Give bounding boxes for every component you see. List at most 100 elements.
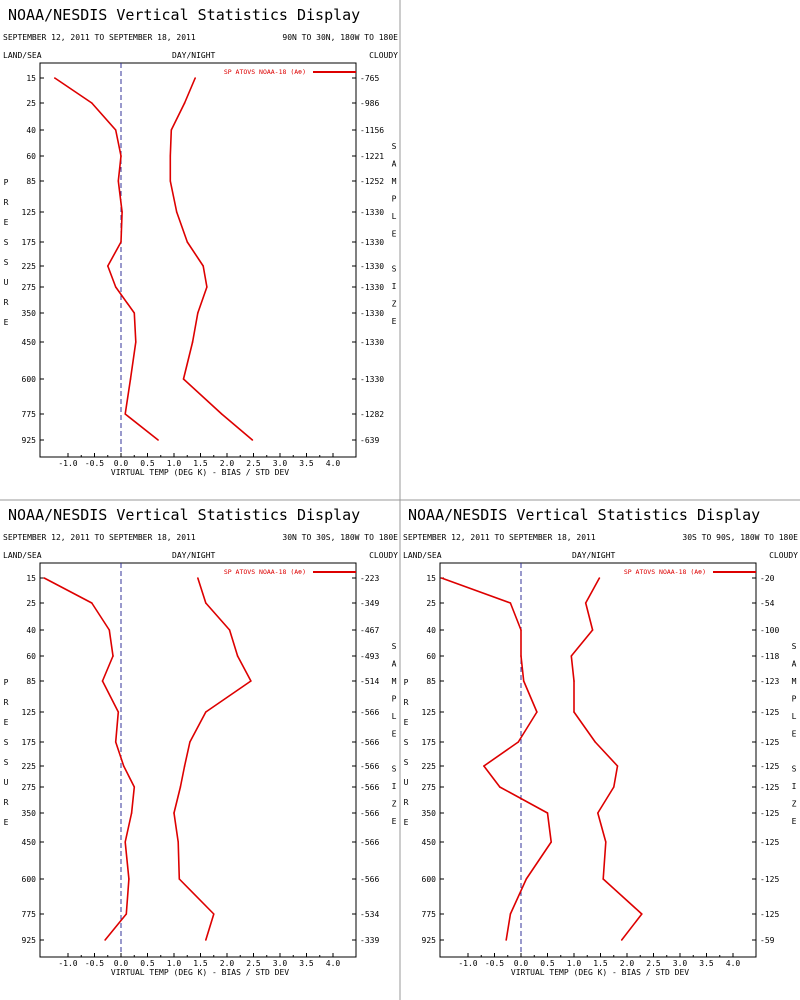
y2-title-letter: L	[392, 712, 397, 721]
legend-label: SP ATOVS NOAA-18 (A⊕)	[224, 568, 306, 576]
std-dev-point	[591, 629, 594, 631]
std-dev-point	[620, 939, 623, 941]
pressure-tick-label: 125	[22, 208, 37, 217]
bias-point	[117, 180, 120, 182]
std-dev-series-line	[169, 77, 253, 441]
day-night-label: DAY/NIGHT	[172, 551, 216, 560]
y2-title-letter: E	[392, 730, 397, 739]
x-tick-label: 3.0	[273, 459, 288, 468]
y2-title-letter: S	[392, 265, 397, 274]
sample-size-label: -566	[360, 838, 379, 847]
y2-title-letter: Z	[392, 800, 397, 809]
sample-size-label: -125	[760, 809, 779, 818]
sample-size-label: -125	[760, 738, 779, 747]
x-tick-label: -0.5	[85, 959, 104, 968]
x-tick-label: 1.0	[567, 959, 582, 968]
pressure-tick-label: 275	[22, 283, 37, 292]
sample-size-label: -123	[760, 677, 779, 686]
x-tick-label: 0.0	[114, 959, 129, 968]
std-dev-point	[169, 155, 172, 157]
y-title-letter: E	[4, 218, 9, 227]
bias-point	[91, 602, 93, 604]
region: 90N TO 30N, 180W TO 180E	[282, 33, 398, 42]
sample-size-label: -1330	[360, 309, 384, 318]
bias-point	[133, 786, 136, 788]
bias-point	[522, 680, 525, 682]
bias-point	[91, 102, 93, 104]
x-tick-label: -0.5	[485, 959, 504, 968]
bias-point	[135, 341, 137, 343]
y-title-letter: S	[404, 758, 409, 767]
y-title-letter: S	[4, 238, 9, 247]
bias-point	[112, 655, 114, 657]
std-dev-point	[191, 341, 194, 343]
pressure-tick-label: 600	[22, 375, 37, 384]
std-dev-point	[197, 312, 199, 314]
x-tick-label: 1.5	[193, 459, 208, 468]
cloudy-label: CLOUDY	[769, 551, 798, 560]
x-tick-label: 2.5	[246, 459, 261, 468]
y2-title-letter: E	[392, 817, 397, 826]
std-dev-point	[189, 741, 191, 743]
y2-title-letter: Z	[792, 800, 797, 809]
x-tick-label: 2.0	[220, 959, 235, 968]
pressure-tick-label: 225	[22, 262, 37, 271]
std-dev-point	[212, 913, 215, 915]
panel-title: NOAA/NESDIS Vertical Statistics Display	[8, 6, 360, 24]
std-dev-point	[194, 77, 196, 79]
bias-series-line	[54, 77, 159, 441]
chart-panel-3: NOAA/NESDIS Vertical Statistics Display S…	[403, 506, 798, 977]
sample-size-label: -534	[360, 910, 379, 919]
pressure-tick-label: 925	[22, 436, 37, 445]
x-tick-label: -1.0	[58, 459, 77, 468]
std-dev-point	[183, 765, 186, 767]
y-title-letter: R	[4, 198, 9, 207]
y2-title-letter: S	[392, 142, 397, 151]
bias-point	[509, 602, 512, 604]
sample-size-label: -765	[360, 74, 379, 83]
y-title-letter: P	[4, 678, 9, 687]
std-dev-point	[197, 577, 199, 579]
bias-point	[550, 841, 553, 843]
land-sea-label: LAND/SEA	[3, 51, 42, 60]
y-title-letter: U	[4, 778, 9, 787]
std-dev-point	[179, 786, 182, 788]
pressure-tick-label: 600	[422, 875, 437, 884]
x-tick-label: 4.0	[326, 959, 341, 968]
pressure-tick-label: 85	[26, 677, 36, 686]
sample-size-label: -118	[760, 652, 779, 661]
std-dev-point	[641, 913, 643, 915]
y2-title-letter: S	[392, 642, 397, 651]
chart-panel-1: NOAA/NESDIS Vertical Statistics Display S…	[3, 6, 398, 477]
sample-size-label: -566	[360, 762, 379, 771]
land-sea-label: LAND/SEA	[403, 551, 442, 560]
pressure-tick-label: 60	[426, 652, 436, 661]
plot-frame	[39, 562, 357, 958]
land-sea-label: LAND/SEA	[3, 551, 42, 560]
y-title-letter: R	[404, 798, 409, 807]
std-dev-point	[251, 439, 254, 441]
y-title-letter: E	[404, 718, 409, 727]
y2-title-letter: A	[792, 660, 797, 669]
sample-size-label: -566	[360, 783, 379, 792]
std-dev-point	[228, 629, 231, 631]
std-dev-point	[584, 602, 587, 604]
region: 30N TO 30S, 180W TO 180E	[282, 533, 398, 542]
y2-title-letter: S	[392, 765, 397, 774]
std-dev-point	[598, 577, 601, 579]
std-dev-point	[183, 102, 186, 104]
pressure-tick-label: 775	[22, 910, 37, 919]
std-dev-point	[170, 129, 173, 131]
sample-size-label: -639	[360, 436, 379, 445]
bias-point	[520, 655, 522, 657]
std-dev-point	[597, 812, 599, 814]
x-tick-label: 2.5	[246, 959, 261, 968]
bias-point	[525, 878, 528, 880]
bias-series-line	[441, 577, 552, 941]
y2-title-letter: M	[792, 677, 797, 686]
bias-point	[133, 312, 136, 314]
x-tick-label: 3.5	[299, 459, 314, 468]
x-tick-label: 0.5	[140, 459, 155, 468]
y-title-letter: S	[404, 738, 409, 747]
